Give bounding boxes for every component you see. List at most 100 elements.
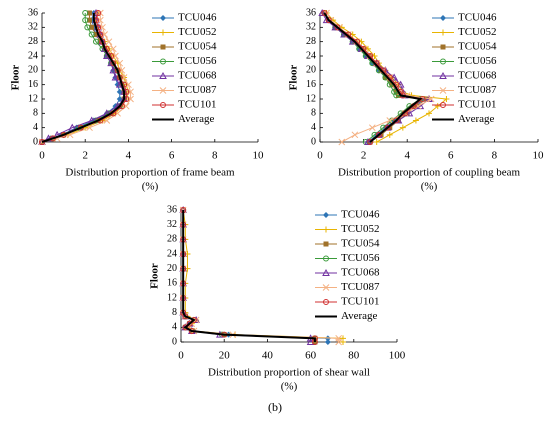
series-line [182, 210, 312, 342]
x-tick-label: 100 [389, 350, 406, 362]
y-axis-label: Floor [288, 65, 300, 91]
y-tick-label: 12 [28, 93, 38, 104]
series-line [41, 12, 121, 143]
x-tick-label: 2 [82, 150, 88, 162]
legend-label: TCU101 [458, 99, 497, 111]
marker [323, 212, 329, 218]
legend-label: Average [178, 113, 215, 125]
legend-label: Average [341, 310, 378, 322]
y-tick-label: 8 [33, 108, 38, 119]
marker [340, 335, 346, 342]
marker [160, 15, 166, 21]
marker [159, 71, 167, 79]
legend-label: TCU101 [341, 296, 380, 308]
legend-label: TCU056 [178, 55, 217, 67]
legend-label: TCU068 [178, 70, 217, 82]
marker [439, 71, 447, 79]
legend-label: TCU056 [341, 252, 380, 264]
marker [82, 17, 89, 24]
x-tick-label: 10 [533, 150, 545, 162]
marker [101, 31, 108, 38]
marker [160, 29, 166, 36]
x-tick-label: 10 [253, 150, 265, 162]
y-tick-label: 16 [28, 79, 38, 90]
marker [386, 81, 393, 88]
marker [440, 102, 446, 108]
marker [427, 95, 435, 103]
y-tick-label: 24 [167, 248, 177, 259]
legend-label: TCU046 [341, 209, 380, 221]
legend-label: TCU101 [178, 99, 217, 111]
y-tick-label: 20 [167, 263, 177, 274]
x-tick-label: 60 [305, 350, 317, 362]
marker [373, 139, 380, 145]
x-tick-label: 20 [219, 350, 231, 362]
marker [186, 320, 193, 327]
marker [386, 131, 393, 138]
marker [440, 15, 446, 21]
series-line [326, 12, 448, 143]
y-tick-label: 36 [28, 7, 38, 18]
marker [325, 17, 332, 24]
marker [334, 24, 341, 31]
legend-label: TCU046 [458, 12, 497, 24]
legend-label: TCU052 [341, 223, 380, 235]
marker [93, 32, 99, 37]
marker [384, 124, 391, 131]
y-tick-label: 12 [167, 292, 177, 303]
marker [99, 23, 106, 31]
marker [127, 95, 134, 103]
marker [318, 8, 327, 16]
y-axis-label: Floor [149, 263, 161, 289]
series-line [182, 210, 329, 342]
marker [322, 268, 330, 276]
marker [89, 24, 95, 30]
marker [440, 44, 446, 50]
marker [88, 31, 95, 38]
x-axis-label: Distribution proportion of frame beam [65, 167, 235, 179]
legend-label: TCU056 [458, 55, 497, 67]
y-tick-label: 28 [167, 234, 177, 245]
x-tick-label: 8 [212, 150, 218, 162]
marker [386, 117, 394, 124]
marker [95, 10, 102, 16]
marker [323, 241, 329, 247]
marker [322, 284, 330, 291]
legend-label: TCU068 [341, 267, 380, 279]
legend-label: TCU087 [341, 281, 380, 293]
x-tick-label: 8 [492, 150, 498, 162]
y-tick-label: 12 [306, 93, 316, 104]
marker [440, 58, 446, 65]
marker [116, 59, 124, 67]
marker [160, 58, 166, 65]
x-tick-label: 40 [262, 350, 274, 362]
marker [109, 45, 117, 53]
y-axis-label: Floor [10, 65, 22, 91]
marker [84, 24, 91, 31]
x-axis-label: Distribution proportion of shear wall [208, 367, 370, 379]
x-axis-unit: (%) [421, 181, 438, 193]
marker [321, 10, 328, 16]
marker [335, 334, 343, 342]
marker [434, 103, 441, 110]
legend-label: TCU052 [458, 26, 497, 38]
x-axis-unit: (%) [142, 181, 159, 193]
legend-label: TCU052 [178, 26, 217, 38]
y-tick-label: 28 [306, 36, 316, 47]
x-tick-label: 6 [448, 150, 454, 162]
marker [122, 102, 130, 110]
marker [112, 52, 119, 60]
y-tick-label: 0 [172, 336, 177, 347]
y-tick-label: 16 [306, 79, 316, 90]
series-line [323, 12, 424, 143]
marker [127, 88, 134, 96]
x-tick-label: 0 [178, 350, 184, 362]
marker [160, 44, 166, 50]
series-line [323, 12, 422, 143]
y-tick-label: 32 [28, 22, 38, 33]
y-tick-label: 8 [311, 108, 316, 119]
marker [426, 110, 432, 117]
marker [82, 10, 89, 16]
marker [118, 66, 126, 74]
